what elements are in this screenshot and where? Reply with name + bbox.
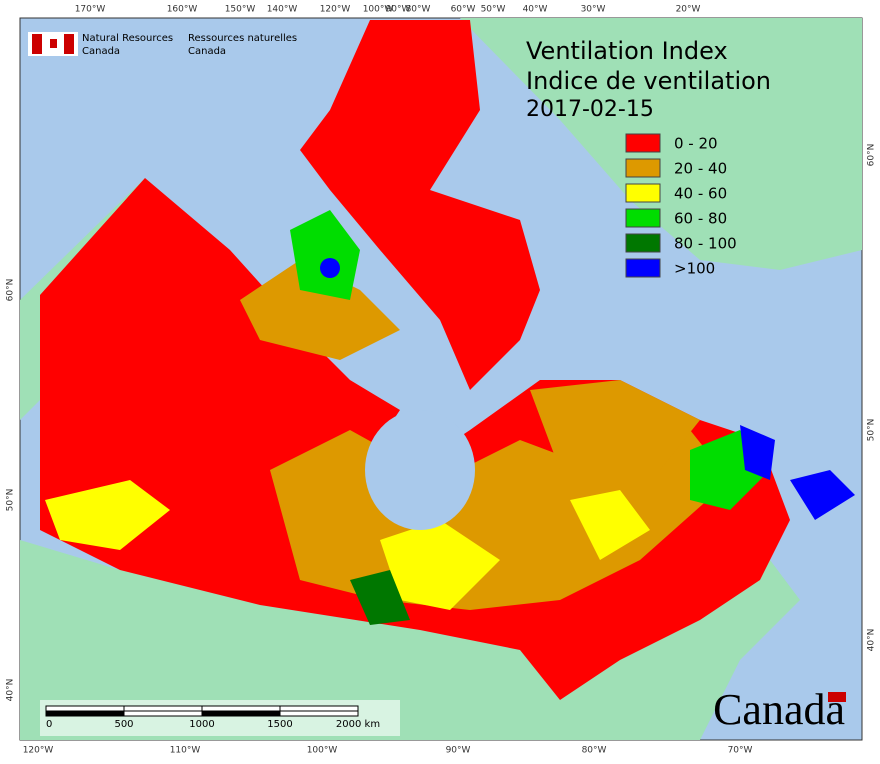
scale-bg	[40, 700, 400, 736]
legend-label: 0 - 20	[674, 135, 718, 153]
legend-swatch	[625, 233, 661, 253]
agency-en: Canada	[82, 46, 120, 57]
legend-label: 60 - 80	[674, 210, 727, 228]
zone-20-40	[530, 380, 700, 470]
scale-seg	[123, 705, 203, 712]
legend-swatch	[625, 183, 661, 203]
legend-swatch	[625, 258, 661, 278]
lon-label: 50°W	[481, 5, 506, 15]
lon-label: 120°W	[23, 746, 54, 756]
usa	[20, 540, 800, 740]
legend-label: 80 - 100	[674, 235, 737, 253]
zone-over-100	[790, 470, 855, 520]
title: Ventilation Index	[526, 37, 728, 65]
scale-label: 0	[46, 719, 52, 730]
scale-seg	[279, 710, 359, 717]
legend-label: >100	[674, 260, 715, 278]
lat-label: 40°N	[6, 679, 16, 702]
scale-seg	[201, 710, 281, 717]
lon-label: 140°W	[267, 5, 298, 15]
flag-bar	[64, 34, 74, 54]
zone-40-60	[570, 490, 650, 560]
lat-label: 50°N	[867, 419, 877, 442]
zone-40-60	[380, 520, 500, 610]
zone-80-100	[350, 570, 410, 625]
lon-label: 170°W	[75, 5, 106, 15]
lon-label: 80°W	[582, 746, 607, 756]
wordmark: Canada	[713, 685, 845, 734]
lon-label: 100°W	[363, 5, 394, 15]
scale-label: 500	[114, 719, 133, 730]
agency-fr: Ressources naturelles	[188, 33, 297, 44]
lat-label: 60°N	[867, 144, 877, 167]
lon-label: 90°W	[446, 746, 471, 756]
scale-label: 2000 km	[336, 719, 380, 730]
zone-60-80	[290, 210, 360, 300]
scale-seg	[201, 705, 281, 712]
lat-label: 60°N	[6, 279, 16, 302]
legend-swatch	[625, 158, 661, 178]
arctic-islands	[300, 20, 540, 390]
graticule-labels: 170°W 160°W 150°W 140°W 120°W 100°W90°W80°W 60…	[6, 5, 877, 756]
legend-label: 40 - 60	[674, 185, 727, 203]
flag-leaf	[50, 39, 57, 48]
zone-40-60	[45, 480, 170, 550]
lon-label: 80°W	[406, 5, 431, 15]
lat-label: 40°N	[867, 629, 877, 652]
wordmark-flag	[828, 692, 846, 702]
lon-label: 160°W	[167, 5, 198, 15]
scale-seg	[123, 710, 203, 717]
lon-label: 120°W	[320, 5, 351, 15]
greenland	[460, 18, 862, 270]
legend-swatch	[625, 133, 661, 153]
lon-label: 150°W	[225, 5, 256, 15]
title: Indice de ventilation	[526, 67, 771, 95]
scale-seg	[45, 710, 125, 717]
lon-label: 110°W	[170, 746, 201, 756]
lon-label: 30°W	[581, 5, 606, 15]
legend-label: 20 - 40	[674, 160, 727, 178]
zone-over-100	[740, 425, 775, 480]
scale-seg	[45, 705, 125, 712]
scale-seg	[279, 705, 359, 712]
lon-label: 40°W	[523, 5, 548, 15]
agency-fr: Canada	[188, 46, 226, 57]
lat-label: 50°N	[6, 489, 16, 512]
legend-swatch	[625, 208, 661, 228]
lon-label: 90°W	[386, 5, 411, 15]
zone-20-40	[240, 260, 400, 360]
hudson-bay	[365, 410, 475, 530]
lon-label: 20°W	[676, 5, 701, 15]
scale-label: 1500	[267, 719, 292, 730]
zone-over-100	[320, 258, 340, 278]
scale-bar: 0 500 1000 1500 2000 km	[40, 700, 400, 736]
lon-label: 60°W	[451, 5, 476, 15]
date: 2017-02-15	[526, 97, 654, 122]
scale-label: 1000	[189, 719, 214, 730]
lon-label: 70°W	[728, 746, 753, 756]
agency-en: Natural Resources	[82, 33, 173, 44]
lon-label: 100°W	[307, 746, 338, 756]
flag-bar	[32, 34, 42, 54]
legend: 0 - 20 20 - 40 40 - 60 60 - 80 80 - 100 >100	[625, 133, 737, 278]
